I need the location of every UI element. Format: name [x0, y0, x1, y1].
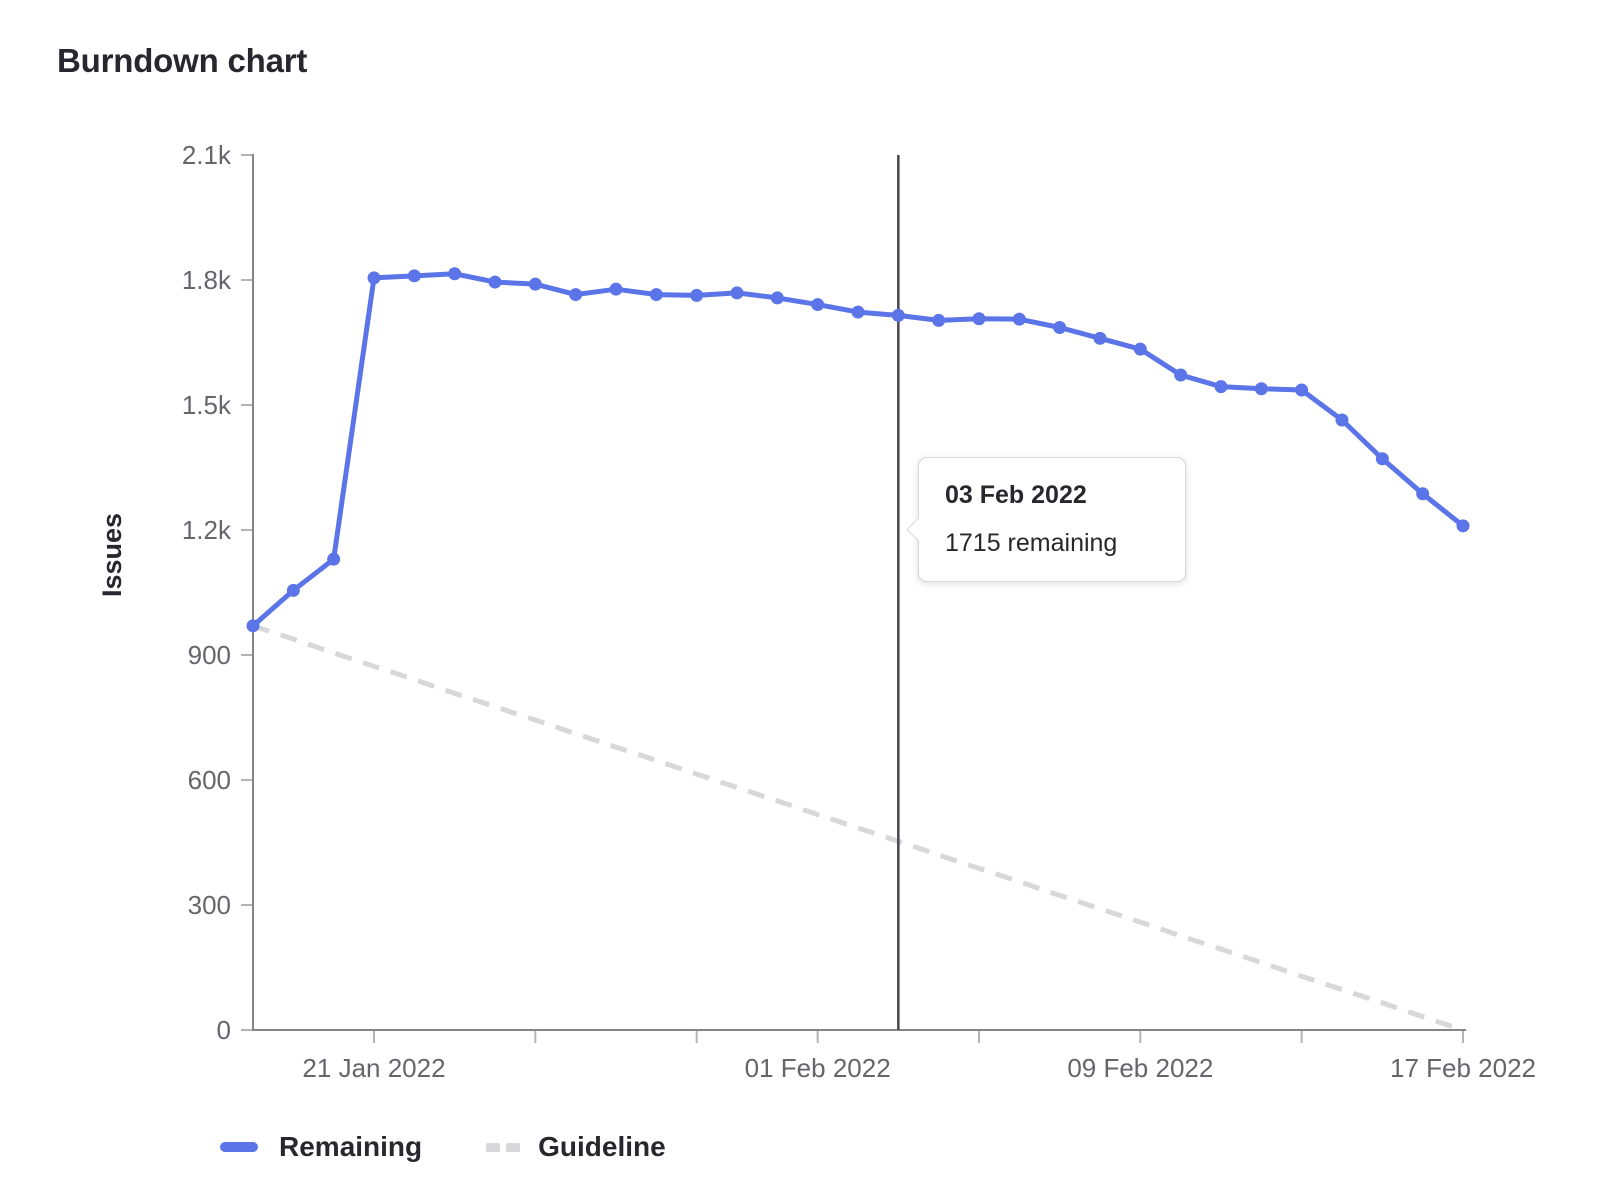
guideline-series-line	[252, 623, 1464, 1033]
y-tick-label: 0	[217, 1015, 231, 1045]
data-point[interactable]	[286, 583, 300, 597]
data-point[interactable]	[1012, 312, 1026, 326]
remaining-series	[246, 267, 1470, 633]
data-point[interactable]	[1174, 368, 1188, 382]
guideline-dash-swatch-icon	[486, 1142, 521, 1152]
data-point[interactable]	[1053, 321, 1067, 334]
data-point[interactable]	[609, 282, 623, 296]
data-point[interactable]	[811, 298, 825, 312]
x-tick-label: 01 Feb 2022	[745, 1053, 891, 1083]
data-point[interactable]	[407, 269, 421, 283]
data-point[interactable]	[1335, 413, 1349, 427]
data-point[interactable]	[770, 291, 784, 305]
remaining-series-line	[250, 271, 1466, 629]
data-point[interactable]	[690, 288, 704, 302]
tooltip-value: 1715 remaining	[945, 529, 1118, 557]
page-title: Burndown chart	[57, 42, 308, 79]
x-tick-label: 17 Feb 2022	[1390, 1053, 1536, 1083]
data-point[interactable]	[528, 277, 542, 291]
data-point[interactable]	[972, 312, 986, 326]
legend-label-remaining: Remaining	[279, 1131, 423, 1162]
data-point[interactable]	[1416, 487, 1430, 501]
y-tick-label: 2.1k	[182, 140, 232, 170]
data-point[interactable]	[246, 619, 260, 633]
data-point[interactable]	[649, 288, 663, 302]
chart-tooltip: 03 Feb 2022 1715 remaining	[906, 457, 1186, 582]
data-point[interactable]	[1456, 519, 1470, 533]
legend-item-guideline[interactable]: Guideline	[486, 1131, 666, 1163]
tooltip-date: 03 Feb 2022	[945, 481, 1087, 509]
data-point[interactable]	[1254, 382, 1268, 396]
x-tick-label: 21 Jan 2022	[302, 1053, 445, 1083]
data-point[interactable]	[1093, 331, 1107, 345]
data-point[interactable]	[932, 313, 946, 327]
data-point[interactable]	[488, 275, 502, 289]
y-tick-label: 900	[188, 640, 231, 670]
data-point[interactable]	[851, 305, 865, 319]
y-tick-label: 1.8k	[182, 265, 232, 295]
x-tick-label: 09 Feb 2022	[1067, 1053, 1213, 1083]
chart-legend: Remaining Guideline	[220, 1131, 666, 1163]
y-tick-label: 600	[188, 765, 231, 795]
axes: 0 300 600 900 1.2k 1.5k 1.8k 2.1k 21 Jan 2022 01 …	[182, 140, 1536, 1083]
legend-label-guideline: Guideline	[538, 1131, 666, 1162]
data-point[interactable]	[1375, 452, 1389, 466]
y-tick-label: 1.5k	[182, 390, 232, 420]
y-tick-label: 1.2k	[182, 515, 232, 545]
remaining-line-swatch-icon	[220, 1142, 258, 1152]
data-point[interactable]	[1214, 380, 1228, 394]
data-point[interactable]	[1295, 383, 1309, 397]
legend-item-remaining[interactable]: Remaining	[220, 1131, 422, 1163]
data-point[interactable]	[569, 288, 583, 302]
data-point[interactable]	[891, 308, 905, 322]
data-point[interactable]	[367, 271, 381, 285]
y-tick-label: 300	[188, 890, 231, 920]
data-point[interactable]	[327, 552, 341, 566]
data-point[interactable]	[1133, 342, 1147, 356]
data-point[interactable]	[730, 286, 744, 300]
data-point[interactable]	[448, 267, 462, 281]
